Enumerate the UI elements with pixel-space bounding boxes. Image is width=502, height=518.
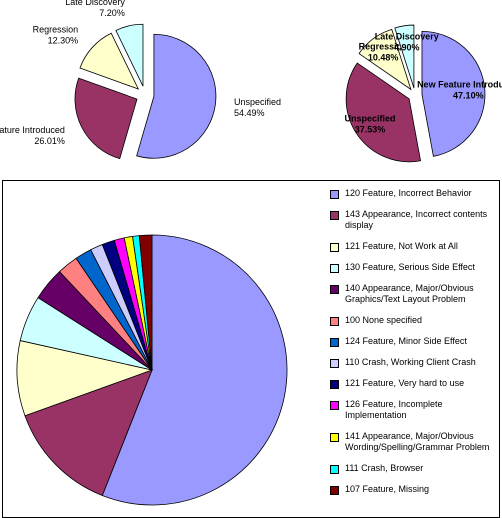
slice-value-label: 7.20% xyxy=(99,8,125,18)
legend-swatch xyxy=(330,486,339,495)
legend-swatch xyxy=(330,359,339,368)
pie-chart xyxy=(16,234,288,506)
legend-label: 120 Feature, Incorrect Behavior xyxy=(345,188,472,198)
legend-swatch xyxy=(330,433,339,442)
legend-item: 110 Crash, Working Client Crash xyxy=(330,357,496,368)
slice-value-label: 54.49% xyxy=(234,108,265,118)
slice-label: Late Discovery xyxy=(65,0,125,7)
legend-item: 121 Feature, Not Work at All xyxy=(330,241,496,252)
slice-label: New Feature Introduced xyxy=(417,79,502,89)
legend-item: 140 Appearance, Major/Obvious Graphics/T… xyxy=(330,283,496,305)
pie-slice xyxy=(101,234,288,506)
legend-item: 143 Appearance, Incorrect contents displ… xyxy=(330,209,496,231)
slice-value-label: 26.01% xyxy=(34,136,65,146)
slice-value-label: 12.30% xyxy=(48,35,79,45)
legend-label: 130 Feature, Serious Side Effect xyxy=(345,262,475,272)
pie-slice xyxy=(24,369,153,497)
legend-swatch xyxy=(330,338,339,347)
legend-item: 107 Feature, Missing xyxy=(330,484,496,495)
legend-swatch xyxy=(330,317,339,326)
pie-slice xyxy=(136,33,217,159)
pie-slice xyxy=(421,30,486,157)
legend-swatch xyxy=(330,211,339,220)
slice-label: Regression xyxy=(33,24,79,34)
legend-swatch xyxy=(330,465,339,474)
legend-label: 121 Feature, Not Work at All xyxy=(345,241,458,251)
legend-item: 130 Feature, Serious Side Effect xyxy=(330,262,496,273)
pie-chart: New Feature Introduced47.10% Unspecified3… xyxy=(345,24,502,163)
slice-value-label: 10.48% xyxy=(368,52,399,62)
legend-label: 140 Appearance, Major/Obvious Graphics/T… xyxy=(345,283,474,304)
legend-label: 110 Crash, Working Client Crash xyxy=(345,357,476,367)
legend-item: 121 Feature, Very hard to use xyxy=(330,378,496,389)
legend-swatch xyxy=(330,264,339,273)
legend-item: 100 None specified xyxy=(330,315,496,326)
legend-swatch xyxy=(330,243,339,252)
legend-item: 141 Appearance, Major/Obvious Wording/Sp… xyxy=(330,431,496,453)
legend-label: 143 Appearance, Incorrect contents displ… xyxy=(345,209,488,230)
legend-label: 121 Feature, Very hard to use xyxy=(345,378,465,388)
slice-label: Unspecified xyxy=(234,97,281,107)
legend-swatch xyxy=(330,401,339,410)
legend-item: 124 Feature, Minor Side Effect xyxy=(330,336,496,347)
pie-slice xyxy=(345,62,422,163)
legend-item: 111 Crash, Browser xyxy=(330,463,496,474)
legend-label: 126 Feature, Incomplete Implementation xyxy=(345,399,443,420)
slice-value-label: 37.53% xyxy=(355,124,386,134)
legend-swatch xyxy=(330,380,339,389)
legend-item: 120 Feature, Incorrect Behavior xyxy=(330,188,496,199)
legend-item: 126 Feature, Incomplete Implementation xyxy=(330,399,496,421)
legend-label: 107 Feature, Missing xyxy=(345,484,430,494)
slice-value-label: 4.90% xyxy=(394,42,420,52)
slice-label: Regression xyxy=(359,41,408,51)
pie-slice xyxy=(74,77,138,160)
pie-slice xyxy=(394,24,415,89)
pie-slice xyxy=(115,23,144,87)
pie-slice xyxy=(138,234,153,371)
legend: 120 Feature, Incorrect Behavior 143 Appea… xyxy=(330,188,496,505)
legend-swatch xyxy=(330,285,339,294)
slice-label: Unspecified xyxy=(345,113,396,123)
pie-slice xyxy=(79,32,140,90)
slice-value-label: 47.10% xyxy=(453,90,484,100)
legend-label: 111 Crash, Browser xyxy=(345,463,424,473)
pie-slice xyxy=(358,28,412,91)
slice-label: Late Discovery xyxy=(375,31,439,41)
legend-label: 141 Appearance, Major/Obvious Wording/Sp… xyxy=(345,431,490,452)
legend-label: 100 None specified xyxy=(345,315,423,325)
legend-label: 124 Feature, Minor Side Effect xyxy=(345,336,467,346)
legend-swatch xyxy=(330,190,339,199)
slice-label: New Feature Introduced xyxy=(0,125,65,135)
